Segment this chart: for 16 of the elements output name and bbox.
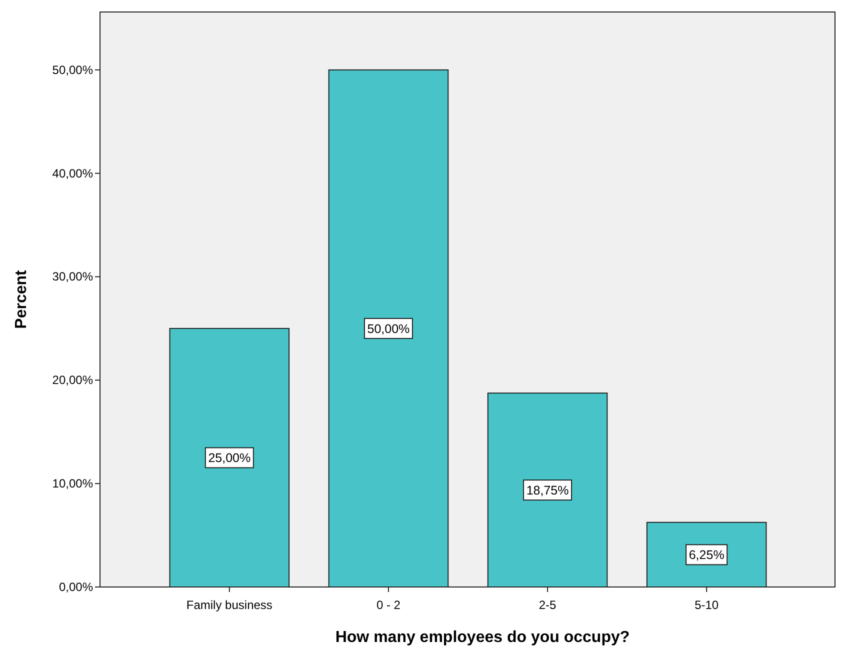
y-axis-title: Percent bbox=[13, 269, 30, 329]
x-tick-label: Family business bbox=[186, 598, 272, 612]
y-tick-label: 0,00% bbox=[58, 580, 94, 594]
data-label: 18,75% bbox=[526, 484, 569, 498]
y-tick-label: 30,00% bbox=[52, 270, 94, 284]
y-tick-label: 50,00% bbox=[52, 62, 94, 77]
y-tick-label: 40,00% bbox=[52, 166, 94, 180]
x-tick-label: 2-5 bbox=[538, 598, 557, 612]
data-label: 6,25% bbox=[688, 548, 724, 562]
data-label: 25,00% bbox=[208, 451, 251, 466]
data-label: 50,00% bbox=[367, 322, 410, 336]
x-axis-title: How many employees do you occupy? bbox=[335, 629, 630, 646]
x-tick-label: 0 - 2 bbox=[376, 598, 401, 612]
y-tick-label: 20,00% bbox=[52, 373, 94, 388]
y-tick-label: 10,00% bbox=[52, 476, 94, 491]
x-tick-label: 5-10 bbox=[694, 598, 719, 612]
